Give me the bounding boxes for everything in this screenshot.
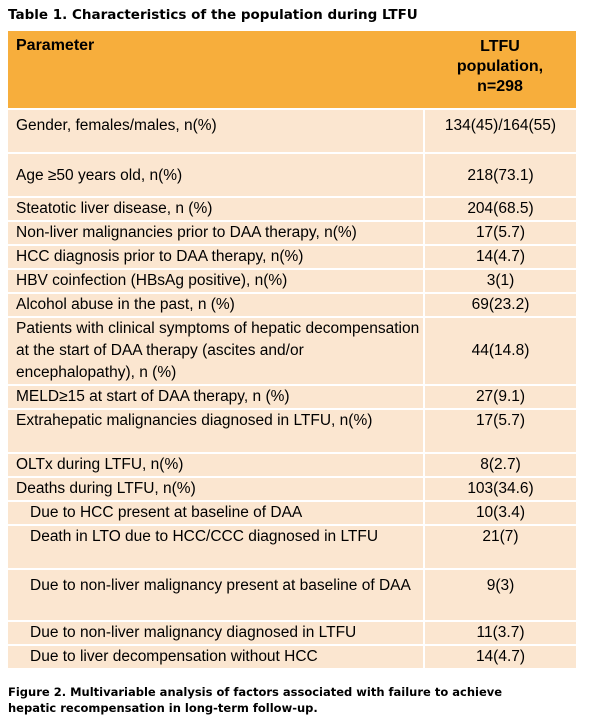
row-label: Steatotic liver disease, n (%) — [8, 197, 424, 222]
row-value: 27(9.1) — [423, 385, 576, 410]
row-value: 21(7) — [423, 525, 576, 570]
row-value: 69(23.2) — [423, 293, 576, 318]
row-value: 218(73.1) — [423, 153, 576, 198]
row-label: OLTx during LTFU, n(%) — [8, 453, 424, 478]
population-header-line: LTFU — [480, 38, 520, 55]
row-value: 11(3.7) — [423, 621, 576, 646]
row-value: 3(1) — [423, 269, 576, 294]
row-label: Extrahepatic malignancies diagnosed in L… — [8, 409, 424, 454]
table-row: Alcohol abuse in the past, n (%) 69(23.2… — [8, 293, 576, 318]
row-label: Due to non-liver malignancy diagnosed in… — [8, 621, 424, 646]
table-row: Gender, females/males, n(%) 134(45)/164(… — [8, 109, 576, 154]
table-header-row: Parameter LTFU population, n=298 — [8, 31, 576, 110]
row-label: Non-liver malignancies prior to DAA ther… — [8, 221, 424, 246]
row-label: Alcohol abuse in the past, n (%) — [8, 293, 424, 318]
row-value: 14(4.7) — [423, 245, 576, 270]
table-caption: Table 1. Characteristics of the populati… — [8, 7, 418, 23]
row-label: Gender, females/males, n(%) — [8, 109, 424, 154]
table-row: HBV coinfection (HBsAg positive), n(%) 3… — [8, 269, 576, 294]
table-row: Due to HCC present at baseline of DAA 10… — [8, 501, 576, 526]
row-value: 8(2.7) — [423, 453, 576, 478]
row-label: MELD≥15 at start of DAA therapy, n (%) — [8, 385, 424, 410]
row-label: Patients with clinical symptoms of hepat… — [8, 317, 424, 386]
population-header-line: n=298 — [477, 78, 523, 95]
population-header: LTFU population, n=298 — [424, 31, 576, 110]
table-row: Steatotic liver disease, n (%) 204(68.5) — [8, 197, 576, 222]
table-row: Due to non-liver malignancy diagnosed in… — [8, 621, 576, 646]
row-label: Due to liver decompensation without HCC — [8, 645, 424, 670]
table-row: Non-liver malignancies prior to DAA ther… — [8, 221, 576, 246]
row-value: 17(5.7) — [423, 409, 576, 454]
row-label: HCC diagnosis prior to DAA therapy, n(%) — [8, 245, 424, 270]
row-label: Death in LTO due to HCC/CCC diagnosed in… — [8, 525, 424, 570]
row-value: 134(45)/164(55) — [423, 109, 576, 154]
table-row: HCC diagnosis prior to DAA therapy, n(%)… — [8, 245, 576, 270]
row-value: 44(14.8) — [423, 317, 576, 386]
table-row: OLTx during LTFU, n(%) 8(2.7) — [8, 453, 576, 478]
table-row: Due to non-liver malignancy present at b… — [8, 569, 576, 622]
row-value: 204(68.5) — [423, 197, 576, 222]
row-label: HBV coinfection (HBsAg positive), n(%) — [8, 269, 424, 294]
row-value: 10(3.4) — [423, 501, 576, 526]
population-header-line: population, — [456, 58, 544, 75]
row-value: 103(34.6) — [423, 477, 576, 502]
characteristics-table: Parameter LTFU population, n=298 Gender,… — [8, 31, 576, 670]
row-value: 9(3) — [423, 569, 576, 622]
table-row: MELD≥15 at start of DAA therapy, n (%) 2… — [8, 385, 576, 410]
table-row: Extrahepatic malignancies diagnosed in L… — [8, 409, 576, 454]
row-label: Due to non-liver malignancy present at b… — [8, 569, 424, 622]
parameter-header: Parameter — [8, 31, 424, 110]
table-row: Age ≥50 years old, n(%) 218(73.1) — [8, 153, 576, 198]
figure-caption: Figure 2. Multivariable analysis of fact… — [8, 685, 503, 715]
row-value: 17(5.7) — [423, 221, 576, 246]
row-value: 14(4.7) — [423, 645, 576, 670]
table-row: Death in LTO due to HCC/CCC diagnosed in… — [8, 525, 576, 570]
row-label: Age ≥50 years old, n(%) — [8, 153, 424, 198]
row-label: Deaths during LTFU, n(%) — [8, 477, 424, 502]
row-label: Due to HCC present at baseline of DAA — [8, 501, 424, 526]
table-row: Due to liver decompensation without HCC … — [8, 645, 576, 670]
table-row: Patients with clinical symptoms of hepat… — [8, 317, 576, 386]
table-row: Deaths during LTFU, n(%) 103(34.6) — [8, 477, 576, 502]
